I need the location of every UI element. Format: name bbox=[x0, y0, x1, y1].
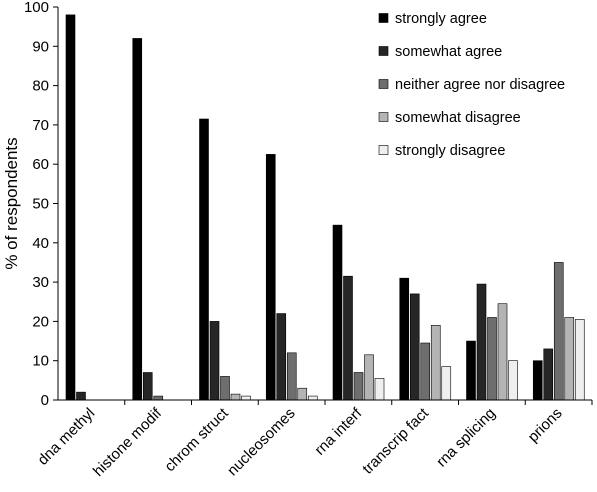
legend-swatch bbox=[378, 79, 389, 89]
bar-strongly-agree-rna-interf bbox=[332, 224, 343, 401]
bar-somewhat-disagree-transcrip-fact bbox=[430, 325, 441, 401]
bar-strongly-disagree-nucleosomes bbox=[307, 395, 318, 401]
bar-strongly-agree-prions bbox=[532, 360, 543, 401]
bar-somewhat-disagree-nucleosomes bbox=[297, 387, 308, 401]
y-tick-label: 10 bbox=[32, 353, 49, 370]
y-tick-label: 20 bbox=[32, 313, 49, 330]
bar-strongly-agree-nucleosomes bbox=[265, 154, 276, 401]
x-category-label: dna methyl bbox=[34, 405, 98, 469]
bar-strongly-disagree-rna-splicing bbox=[508, 360, 518, 401]
x-category-label: rna interf bbox=[311, 404, 365, 458]
bar-somewhat-agree-histone-modif bbox=[142, 372, 153, 401]
y-tick-label: 50 bbox=[32, 196, 49, 213]
bar-somewhat-agree-nucleosomes bbox=[276, 313, 287, 401]
bar-neither-agree-nor-disagree-rna-splicing bbox=[487, 317, 497, 401]
x-category-label: prions bbox=[525, 405, 566, 446]
bar-somewhat-disagree-chrom-struct bbox=[230, 393, 241, 401]
bar-strongly-disagree-rna-interf bbox=[374, 378, 385, 401]
bar-neither-agree-nor-disagree-nucleosomes bbox=[286, 352, 297, 401]
y-tick-label: 70 bbox=[32, 117, 49, 134]
bar-somewhat-disagree-rna-interf bbox=[364, 354, 374, 401]
bar-strongly-disagree-transcrip-fact bbox=[441, 366, 452, 401]
legend-swatch bbox=[378, 112, 389, 122]
bar-somewhat-agree-rna-splicing bbox=[476, 283, 487, 401]
bar-strongly-agree-rna-splicing bbox=[466, 340, 476, 401]
bar-somewhat-disagree-rna-splicing bbox=[497, 303, 508, 401]
bars-layer bbox=[65, 14, 585, 401]
bar-strongly-disagree-prions bbox=[574, 319, 585, 401]
bar-neither-agree-nor-disagree-histone-modif bbox=[153, 395, 164, 401]
y-tick-label: 40 bbox=[32, 235, 49, 252]
legend-swatch bbox=[378, 13, 389, 23]
x-category-label: nucleosomes bbox=[224, 405, 299, 480]
bar-strongly-agree-dna-methyl bbox=[65, 14, 76, 401]
bar-somewhat-disagree-prions bbox=[564, 317, 575, 401]
y-tick-label: 60 bbox=[32, 156, 49, 173]
y-axis-title: % of respondents bbox=[2, 137, 21, 269]
bar-strongly-agree-histone-modif bbox=[132, 38, 143, 401]
bar-neither-agree-nor-disagree-chrom-struct bbox=[220, 376, 230, 401]
y-tick-label: 80 bbox=[32, 78, 49, 95]
bar-somewhat-agree-chrom-struct bbox=[209, 321, 220, 401]
x-category-label: chrom struct bbox=[161, 404, 232, 475]
legend-label: somewhat disagree bbox=[395, 110, 521, 126]
bar-somewhat-agree-prions bbox=[543, 348, 554, 401]
y-ticks-layer: 0 10 20 30 40 50 60 70 80 90 100 bbox=[24, 0, 58, 409]
bar-neither-agree-nor-disagree-rna-interf bbox=[353, 372, 364, 401]
y-tick-label: 90 bbox=[32, 38, 49, 55]
legend: strongly agree somewhat agree neither agre… bbox=[378, 11, 565, 159]
bar-strongly-disagree-chrom-struct bbox=[241, 395, 251, 401]
legend-swatch bbox=[378, 46, 389, 56]
y-tick-label: 30 bbox=[32, 274, 49, 291]
legend-label: strongly agree bbox=[395, 11, 487, 27]
legend-label: somewhat agree bbox=[395, 44, 502, 60]
bar-somewhat-agree-rna-interf bbox=[343, 275, 353, 401]
bar-strongly-agree-transcrip-fact bbox=[399, 277, 410, 401]
x-category-label: transcrip fact bbox=[359, 404, 432, 477]
y-tick-label: 0 bbox=[41, 392, 49, 409]
bar-somewhat-agree-transcrip-fact bbox=[409, 293, 420, 401]
y-tick-label: 100 bbox=[24, 0, 49, 16]
legend-swatch bbox=[378, 145, 389, 155]
bar-neither-agree-nor-disagree-prions bbox=[553, 262, 564, 401]
bar-neither-agree-nor-disagree-transcrip-fact bbox=[420, 342, 431, 401]
x-category-label: rna splicing bbox=[433, 405, 499, 471]
x-category-label: histone modif bbox=[90, 404, 166, 480]
legend-label: neither agree nor disagree bbox=[395, 77, 565, 93]
bar-strongly-agree-chrom-struct bbox=[199, 118, 209, 401]
bar-somewhat-agree-dna-methyl bbox=[76, 391, 86, 401]
legend-label: strongly disagree bbox=[395, 143, 505, 159]
